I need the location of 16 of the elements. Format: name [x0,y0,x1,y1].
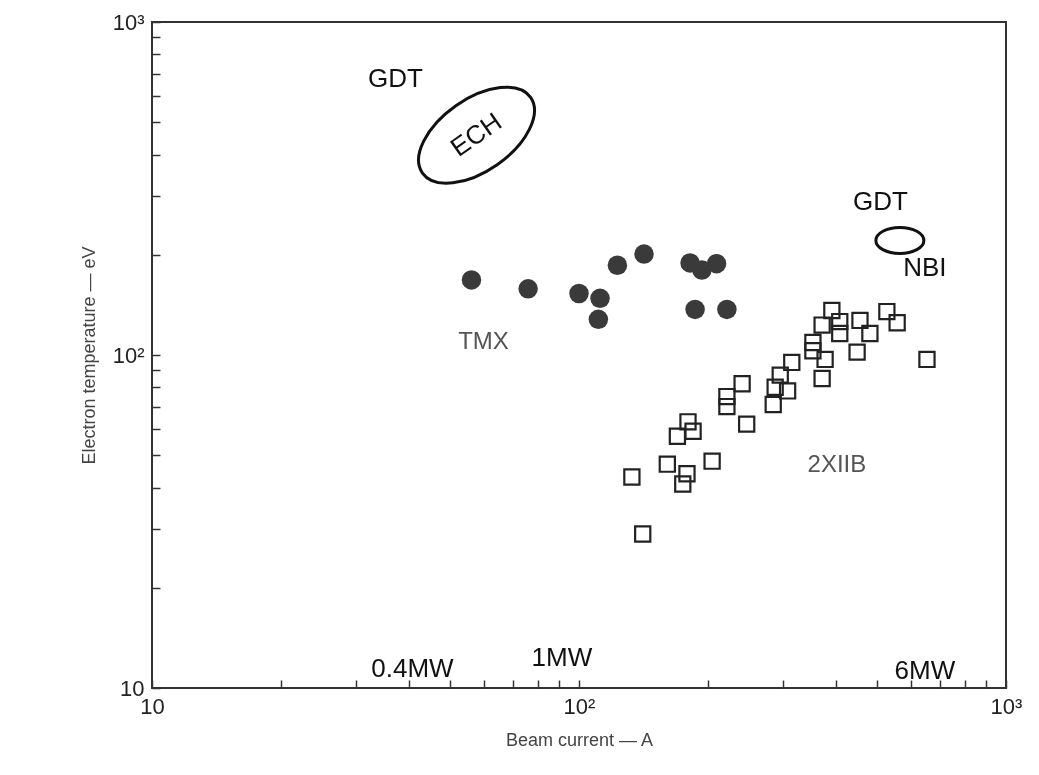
annotation: 6MW [894,655,956,686]
x-axis-title: Beam current — A [505,729,654,750]
annotation: GDT [367,62,423,93]
annotation: GDT [853,185,909,216]
y-tick-label: 10³ [112,9,145,35]
x-tick-label: 10³ [990,693,1023,719]
annotation: 0.4MW [371,653,455,684]
y-tick-label: 10 [120,675,145,701]
y-tick-label: 10² [112,342,145,368]
series-label: TMX [458,326,509,354]
annotation: 1MW [531,642,593,673]
series-label: 2XIIB [807,450,867,478]
x-tick-label: 10² [563,693,596,719]
annotation: NBI [903,252,947,283]
y-axis-title: Electron temperature — eV [78,246,99,465]
annotation: ECH [444,106,508,163]
